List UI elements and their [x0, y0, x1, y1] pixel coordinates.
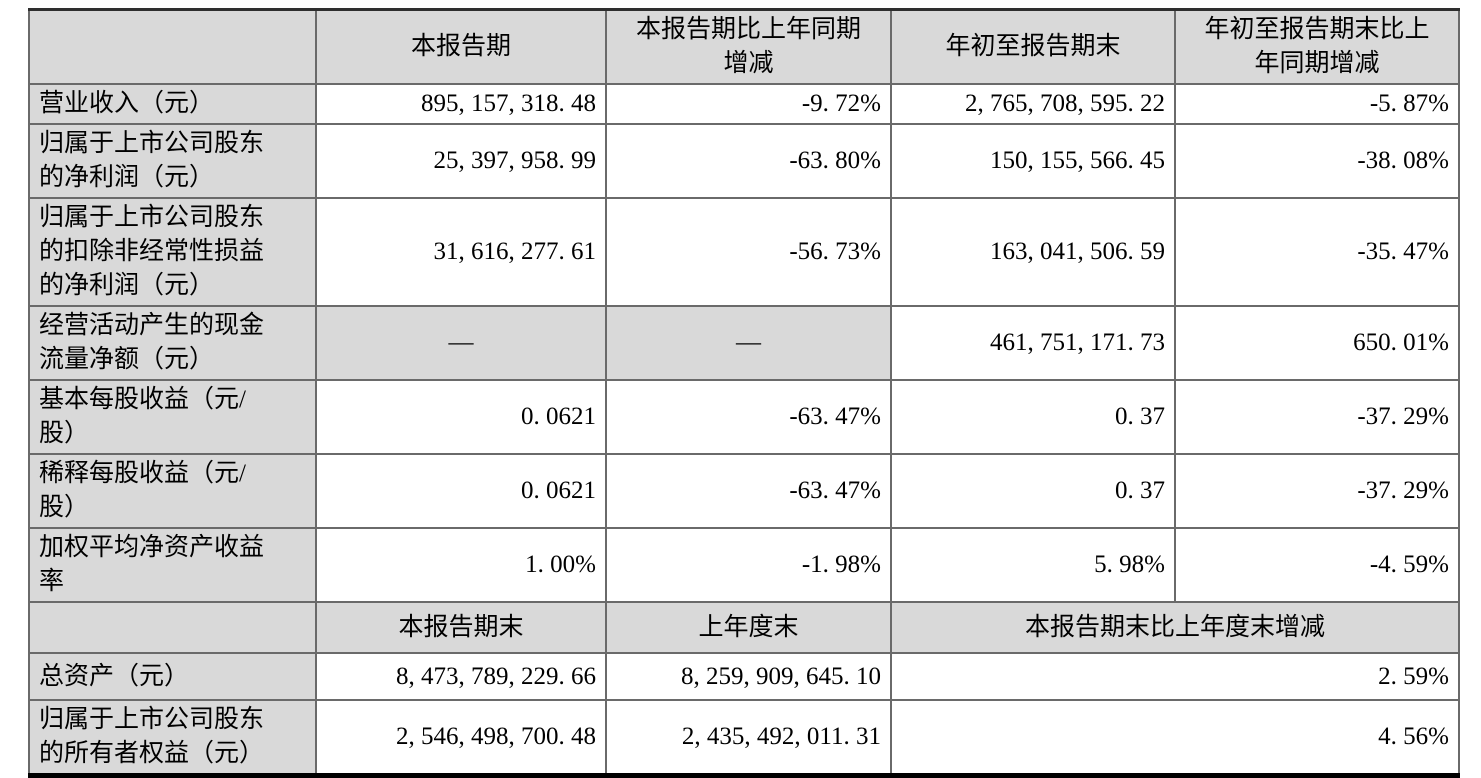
- row-label: 加权平均净资产收益 率: [28, 527, 317, 603]
- cell-current: 1. 00%: [315, 527, 607, 603]
- financial-summary-table: 本报告期 本报告期比上年同期 增减 年初至报告期末 年初至报告期末比上 年同期增…: [28, 8, 1460, 778]
- cell-current: 31, 616, 277. 61: [315, 197, 607, 307]
- header-ytd-vs-prior: 年初至报告期末比上 年同期增减: [1174, 8, 1460, 85]
- table-row-net-profit: 归属于上市公司股东 的净利润（元） 25, 397, 958. 99 -63. …: [28, 123, 1460, 199]
- header-current-vs-prior: 本报告期比上年同期 增减: [605, 8, 892, 85]
- cell-current-change: -63. 47%: [605, 379, 892, 455]
- table-row-weighted-roe: 加权平均净资产收益 率 1. 00% -1. 98% 5. 98% -4. 59…: [28, 527, 1460, 603]
- cell-change: 2. 59%: [890, 652, 1460, 701]
- table-row-diluted-eps: 稀释每股收益（元/ 股） 0. 0621 -63. 47% 0. 37 -37.…: [28, 453, 1460, 529]
- table-row-net-profit-excl-nonrecurring: 归属于上市公司股东 的扣除非经常性损益 的净利润（元） 31, 616, 277…: [28, 197, 1460, 307]
- row-label: 基本每股收益（元/ 股）: [28, 379, 317, 455]
- header-ytd: 年初至报告期末: [890, 8, 1176, 85]
- table-header-bottom: 本报告期末 上年度末 本报告期末比上年度末增减: [28, 601, 1460, 654]
- cell-ytd: 150, 155, 566. 45: [890, 123, 1176, 199]
- row-label: 稀释每股收益（元/ 股）: [28, 453, 317, 529]
- header-corner-cell-2: [28, 601, 317, 654]
- cell-period-end: 2, 546, 498, 700. 48: [315, 699, 607, 777]
- row-label: 总资产（元）: [28, 652, 317, 701]
- header-current-period: 本报告期: [315, 8, 607, 85]
- cell-ytd: 0. 37: [890, 453, 1176, 529]
- cell-ytd: 2, 765, 708, 595. 22: [890, 83, 1176, 125]
- cell-ytd: 461, 751, 171. 73: [890, 305, 1176, 381]
- table-row-total-assets: 总资产（元） 8, 473, 789, 229. 66 8, 259, 909,…: [28, 652, 1460, 701]
- cell-current-change: -63. 80%: [605, 123, 892, 199]
- cell-ytd: 163, 041, 506. 59: [890, 197, 1176, 307]
- cell-current: 895, 157, 318. 48: [315, 83, 607, 125]
- table-header-top: 本报告期 本报告期比上年同期 增减 年初至报告期末 年初至报告期末比上 年同期增…: [28, 8, 1460, 85]
- cell-ytd: 5. 98%: [890, 527, 1176, 603]
- cell-ytd-change: -35. 47%: [1174, 197, 1460, 307]
- cell-ytd-change: -4. 59%: [1174, 527, 1460, 603]
- cell-current-change: -63. 47%: [605, 453, 892, 529]
- cell-period-end: 8, 473, 789, 229. 66: [315, 652, 607, 701]
- cell-ytd-change: -5. 87%: [1174, 83, 1460, 125]
- row-label: 营业收入（元）: [28, 83, 317, 125]
- header-corner-cell: [28, 8, 317, 85]
- table-row-revenue: 营业收入（元） 895, 157, 318. 48 -9. 72% 2, 765…: [28, 83, 1460, 125]
- key-financials-table: 本报告期 本报告期比上年同期 增减 年初至报告期末 年初至报告期末比上 年同期增…: [28, 8, 1460, 778]
- row-label: 归属于上市公司股东 的扣除非经常性损益 的净利润（元）: [28, 197, 317, 307]
- cell-ytd-change: -37. 29%: [1174, 379, 1460, 455]
- cell-current-dash: —: [315, 305, 607, 381]
- cell-prior-year-end: 8, 259, 909, 645. 10: [605, 652, 892, 701]
- cell-current-change: -56. 73%: [605, 197, 892, 307]
- header-period-end-vs-prior-year-end: 本报告期末比上年度末增减: [890, 601, 1460, 654]
- cell-ytd: 0. 37: [890, 379, 1176, 455]
- header-period-end: 本报告期末: [315, 601, 607, 654]
- table-row-operating-cash-flow: 经营活动产生的现金 流量净额（元） — — 461, 751, 171. 73 …: [28, 305, 1460, 381]
- cell-current-change: -9. 72%: [605, 83, 892, 125]
- cell-current-change: -1. 98%: [605, 527, 892, 603]
- cell-current-change-dash: —: [605, 305, 892, 381]
- table-row-basic-eps: 基本每股收益（元/ 股） 0. 0621 -63. 47% 0. 37 -37.…: [28, 379, 1460, 455]
- cell-ytd-change: -37. 29%: [1174, 453, 1460, 529]
- cell-current: 25, 397, 958. 99: [315, 123, 607, 199]
- header-prior-year-end: 上年度末: [605, 601, 892, 654]
- cell-current: 0. 0621: [315, 453, 607, 529]
- table-row-owners-equity: 归属于上市公司股东 的所有者权益（元） 2, 546, 498, 700. 48…: [28, 699, 1460, 777]
- cell-change: 4. 56%: [890, 699, 1460, 777]
- cell-prior-year-end: 2, 435, 492, 011. 31: [605, 699, 892, 777]
- cell-ytd-change: -38. 08%: [1174, 123, 1460, 199]
- cell-current: 0. 0621: [315, 379, 607, 455]
- row-label: 归属于上市公司股东 的所有者权益（元）: [28, 699, 317, 777]
- row-label: 归属于上市公司股东 的净利润（元）: [28, 123, 317, 199]
- cell-ytd-change: 650. 01%: [1174, 305, 1460, 381]
- row-label: 经营活动产生的现金 流量净额（元）: [28, 305, 317, 381]
